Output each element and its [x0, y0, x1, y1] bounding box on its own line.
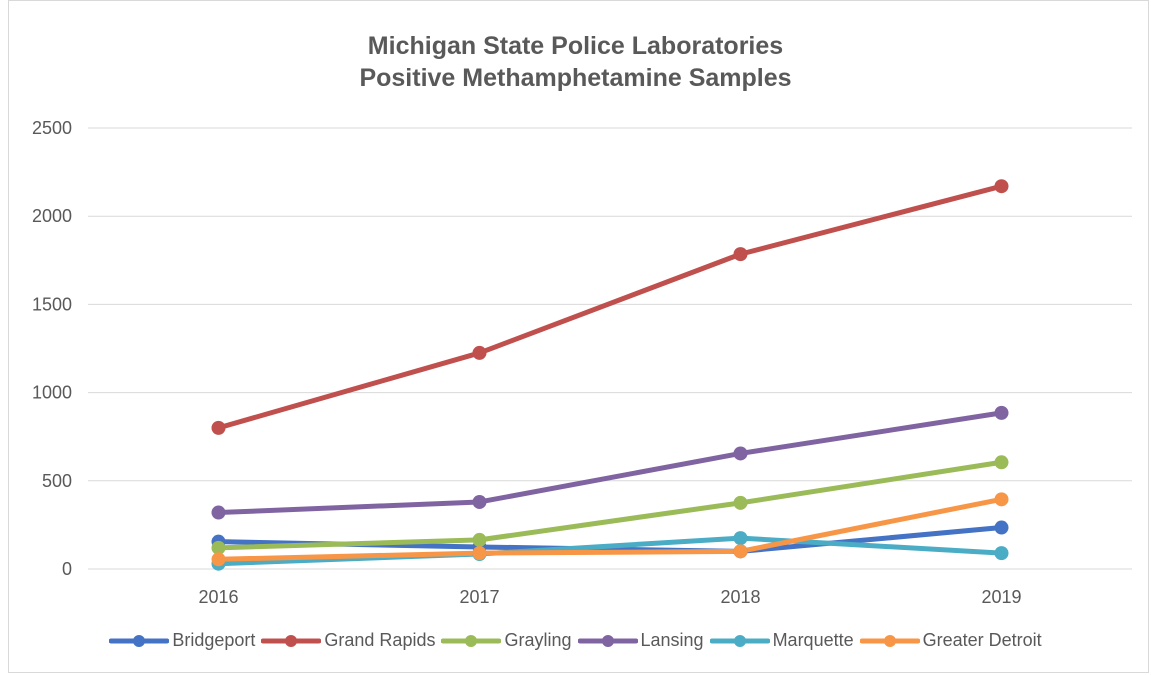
data-point-lansing	[734, 446, 748, 460]
x-tick-label: 2018	[720, 587, 760, 607]
data-point-bridgeport	[995, 521, 1009, 535]
legend-item-lansing: Lansing	[578, 630, 704, 651]
y-tick-label: 0	[62, 559, 72, 579]
legend-item-grayling: Grayling	[441, 630, 571, 651]
series-line-lansing	[219, 413, 1002, 513]
data-point-marquette	[995, 546, 1009, 560]
y-tick-label: 2000	[32, 206, 72, 226]
data-point-lansing	[473, 495, 487, 509]
legend-item-bridgeport: Bridgeport	[109, 630, 255, 651]
data-point-greater-detroit	[212, 552, 226, 566]
y-tick-label: 1500	[32, 294, 72, 314]
x-tick-label: 2019	[981, 587, 1021, 607]
data-point-grand-rapids	[473, 346, 487, 360]
legend-item-marquette: Marquette	[710, 630, 854, 651]
legend-label-lansing: Lansing	[641, 630, 704, 651]
data-point-grayling	[995, 455, 1009, 469]
y-tick-label: 1000	[32, 383, 72, 403]
y-tick-label: 500	[42, 471, 72, 491]
x-tick-label: 2016	[198, 587, 238, 607]
legend-label-marquette: Marquette	[773, 630, 854, 651]
series-line-grand-rapids	[219, 186, 1002, 428]
legend-item-greater-detroit: Greater Detroit	[860, 630, 1042, 651]
data-point-grayling	[734, 496, 748, 510]
legend-swatch-grayling	[441, 634, 501, 648]
data-point-greater-detroit	[734, 544, 748, 558]
data-point-grayling	[473, 533, 487, 547]
legend-item-grand-rapids: Grand Rapids	[261, 630, 435, 651]
data-point-marquette	[734, 531, 748, 545]
legend-swatch-grand-rapids	[261, 634, 321, 648]
legend-label-grand-rapids: Grand Rapids	[324, 630, 435, 651]
data-point-greater-detroit	[473, 546, 487, 560]
series-line-grayling	[219, 462, 1002, 548]
legend-swatch-lansing	[578, 634, 638, 648]
chart-legend: Bridgeport Grand Rapids Grayling Lansing Mar…	[0, 630, 1151, 651]
data-point-greater-detroit	[995, 492, 1009, 506]
legend-label-bridgeport: Bridgeport	[172, 630, 255, 651]
data-point-grand-rapids	[212, 421, 226, 435]
data-point-lansing	[995, 406, 1009, 420]
legend-label-greater-detroit: Greater Detroit	[923, 630, 1042, 651]
legend-label-grayling: Grayling	[504, 630, 571, 651]
legend-swatch-greater-detroit	[860, 634, 920, 648]
data-point-grand-rapids	[995, 179, 1009, 193]
legend-swatch-marquette	[710, 634, 770, 648]
data-point-lansing	[212, 506, 226, 520]
legend-swatch-bridgeport	[109, 634, 169, 648]
data-point-grand-rapids	[734, 247, 748, 261]
y-tick-label: 2500	[32, 118, 72, 138]
x-tick-label: 2017	[459, 587, 499, 607]
